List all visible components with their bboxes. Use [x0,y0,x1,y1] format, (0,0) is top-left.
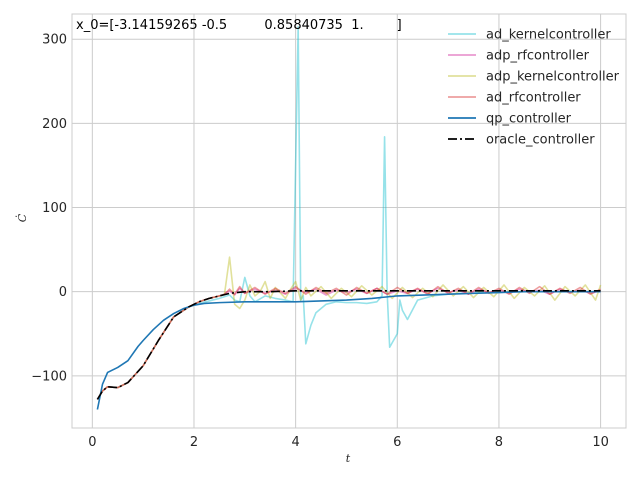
series-line-qp-controller [96,290,601,410]
x-tick-label-4: 8 [495,435,503,450]
annotation-text: x_0=[-3.14159265 -0.5 0.85840735 1. ] [76,18,402,33]
x-tick-label-1: 2 [190,435,198,450]
legend-label-ad-rfcontroller: ad_rfcontroller [486,91,581,106]
grid [71,13,627,429]
x-tick-label-0: 0 [88,435,96,450]
y-tick-label-3: 200 [42,117,67,132]
legend-label-qp-controller: qp_controller [486,112,572,127]
legend-label-oracle-controller: oracle_controller [486,133,595,148]
y-tick-label-0: −100 [31,369,67,384]
tick-labels: 0 2 4 6 8 10 −100 0 100 200 300 [31,33,609,450]
legend-label-ad-kernelcontroller: ad_kernelcontroller [486,28,611,43]
x-tick-label-2: 4 [291,435,299,450]
legend: ad_kernelcontroller adp_rfcontroller adp_k… [448,28,620,148]
plot-frame [71,13,627,429]
legend-label-adp-rfcontroller: adp_rfcontroller [486,49,590,64]
x-tick-label-3: 6 [393,435,401,450]
y-axis-label: Ċ [15,213,29,222]
legend-label-adp-kernelcontroller: adp_kernelcontroller [486,70,620,85]
y-tick-label-1: 0 [59,285,67,300]
x-axis-label: t [346,452,351,465]
plot-area [96,25,602,410]
y-tick-label-2: 100 [42,201,67,216]
y-tick-label-4: 300 [42,33,67,48]
x-tick-label-5: 10 [592,435,609,450]
